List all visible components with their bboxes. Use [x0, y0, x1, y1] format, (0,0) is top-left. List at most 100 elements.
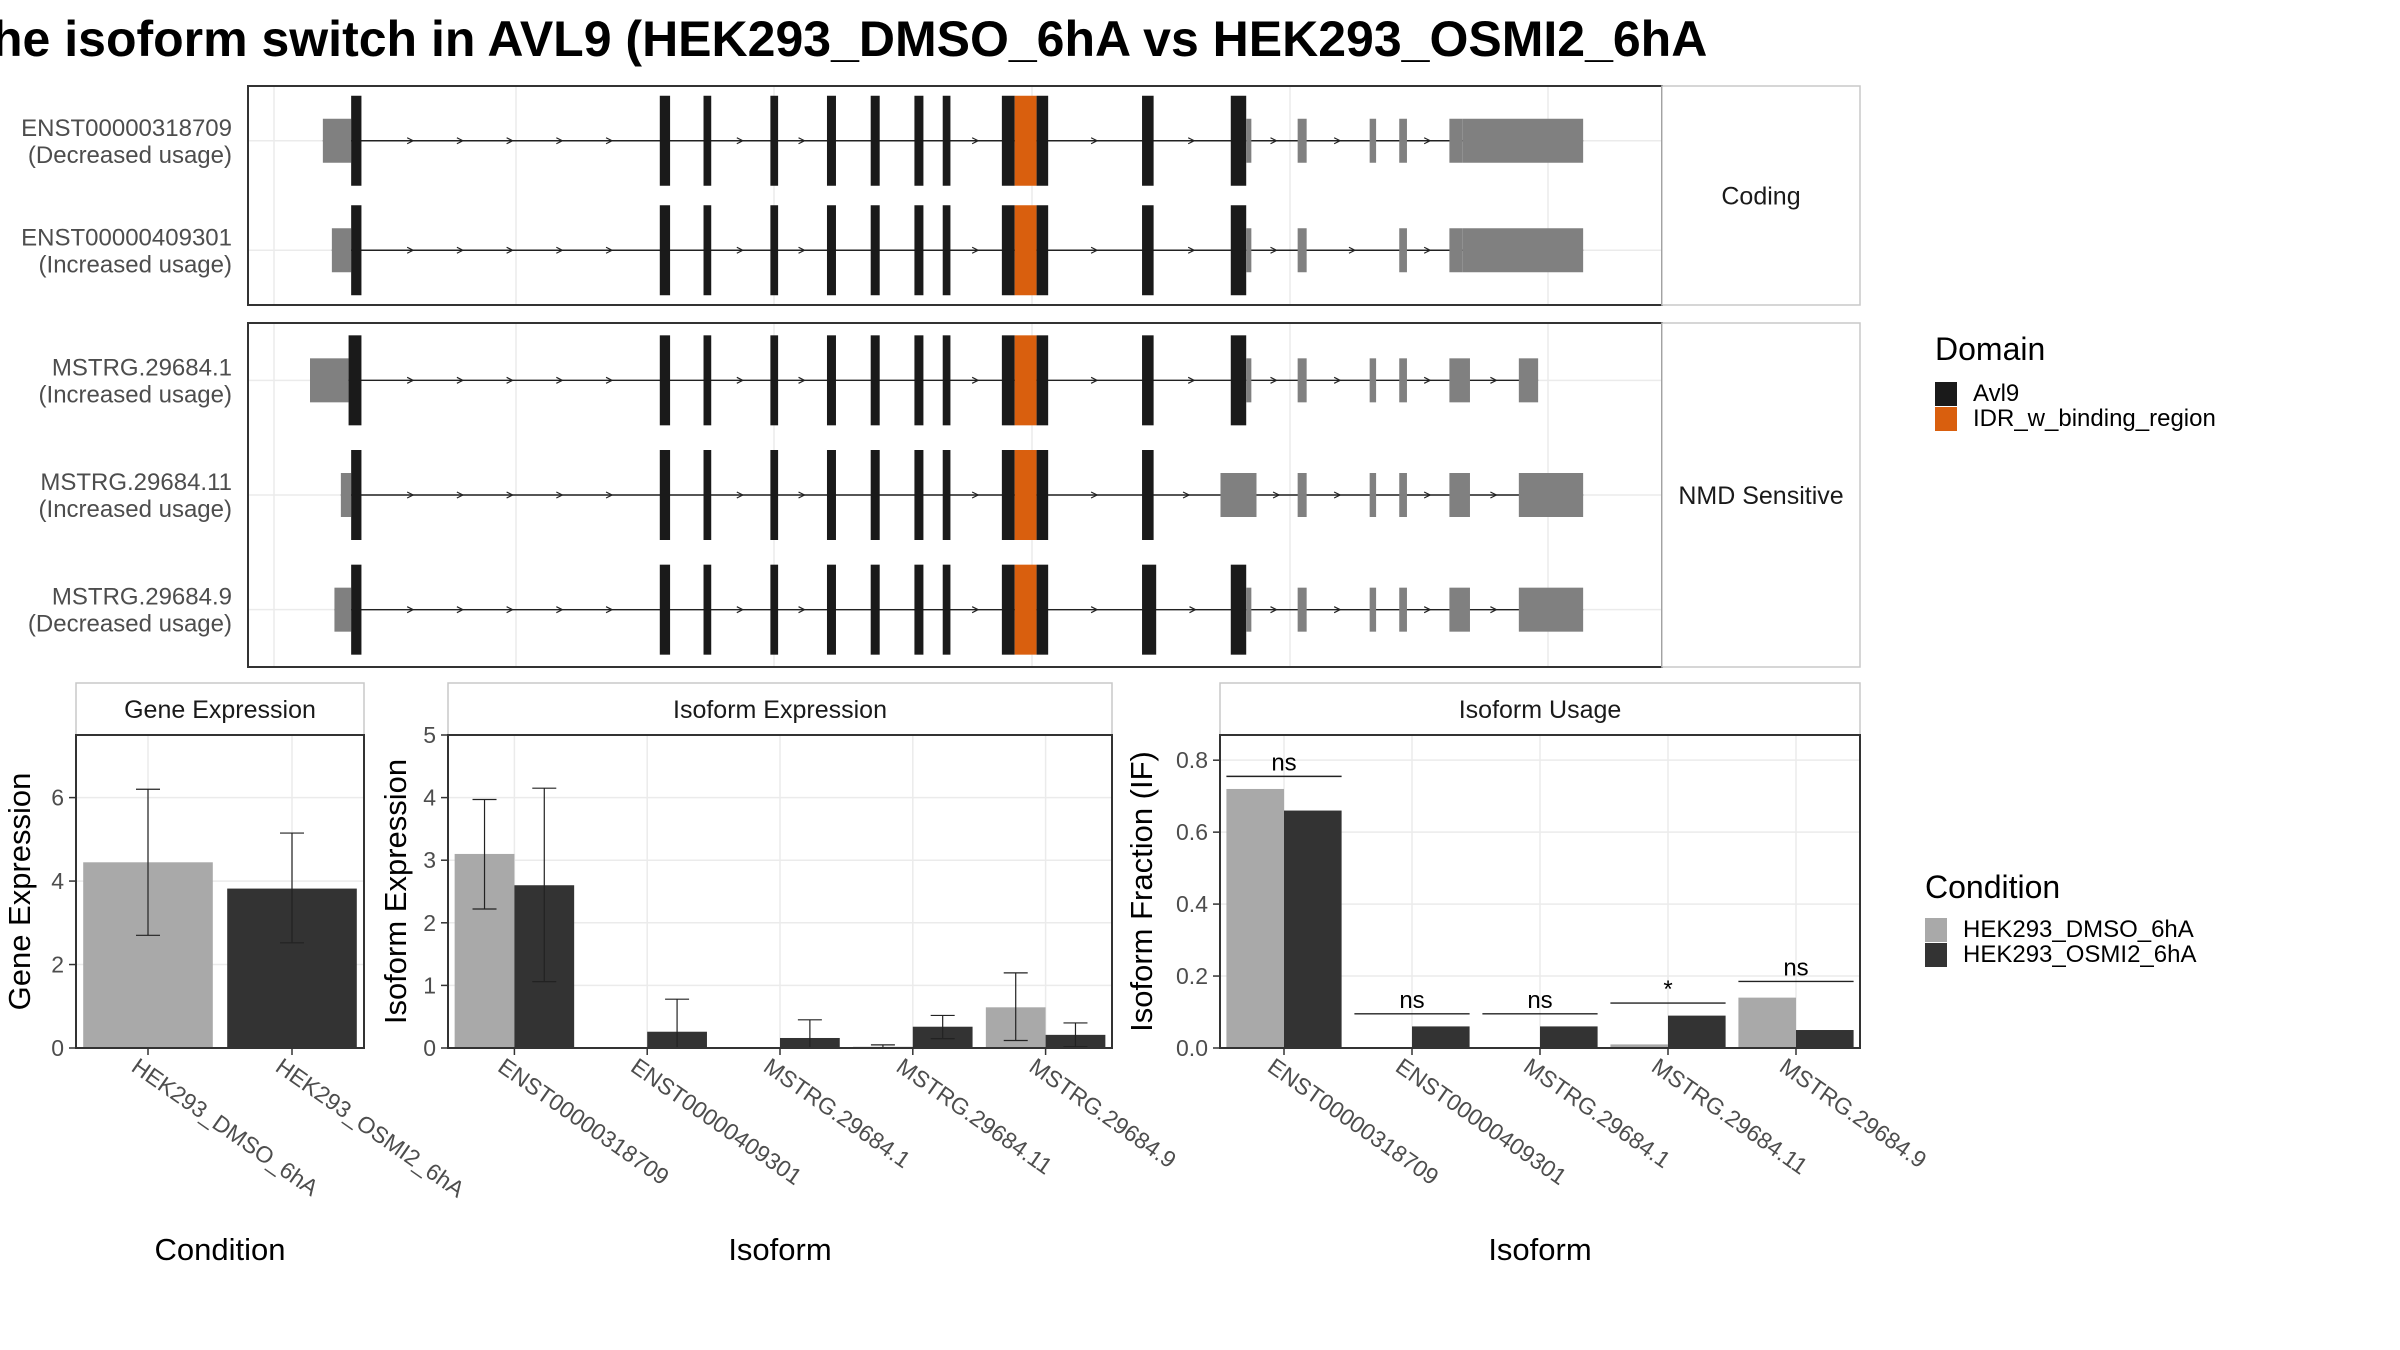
figure-title: he isoform switch in AVL9 (HEK293_DMSO_6… [0, 11, 1707, 67]
direction-chevron [406, 376, 415, 384]
direction-chevron [556, 246, 564, 254]
chart-strip [1219, 682, 1861, 736]
utr-exon [1369, 587, 1377, 632]
significance-label: ns [1527, 987, 1552, 1014]
y-tick-label: 3 [423, 847, 436, 873]
direction-chevron [1090, 606, 1099, 614]
structure-group-1: MSTRG.29684.1(Increased usage)MSTRG.2968… [28, 322, 1861, 668]
avl9-domain-exon [1001, 95, 1015, 186]
avl9-domain-exon [870, 335, 880, 426]
domain-legend-key [1935, 382, 1957, 406]
avl9-domain-exon [1036, 564, 1049, 655]
direction-chevron [798, 376, 806, 384]
avl9-domain-exon [942, 450, 951, 540]
avl9-domain-exon [914, 205, 924, 296]
avl9-domain-exon [703, 335, 712, 426]
direction-chevron [605, 246, 614, 254]
direction-chevron [456, 376, 465, 384]
avl9-domain-exon [348, 335, 362, 426]
chart-strip [447, 682, 1113, 736]
domain-legend-label: Avl9 [1973, 380, 2019, 407]
direction-chevron [1189, 606, 1197, 614]
avl9-domain-exon [703, 205, 712, 296]
direction-chevron [406, 246, 415, 254]
domain-legend-key [1935, 407, 1957, 431]
utr-exon [331, 228, 352, 273]
x-axis-title: Isoform [728, 1232, 831, 1267]
avl9-domain-exon [1036, 450, 1049, 540]
utr-exon [1518, 358, 1539, 403]
transcript-usage-note: (Increased usage) [39, 251, 232, 278]
direction-chevron [1423, 246, 1432, 254]
direction-chevron [971, 246, 980, 254]
direction-chevron [1348, 246, 1357, 254]
y-axis-title: Isoform Expression [378, 759, 413, 1024]
avl9-domain-exon [770, 95, 779, 186]
direction-chevron [1270, 246, 1278, 254]
transcript-id-label: MSTRG.29684.1 [52, 354, 232, 381]
facet-strip-label: Coding [1721, 183, 1800, 211]
utr-exon [1246, 228, 1252, 273]
structure-group-0: ENST00000318709(Decreased usage) ENST0000… [21, 85, 1861, 306]
utr-exon [1220, 473, 1257, 517]
direction-chevron [605, 376, 614, 384]
bar-HEK293_OSMI2_6hA-MSTRG.29684.1 [1540, 1026, 1598, 1048]
avl9-domain-exon [942, 95, 951, 186]
direction-chevron [1187, 376, 1196, 384]
direction-chevron [798, 491, 806, 499]
utr-exon [1297, 228, 1307, 273]
avl9-domain-exon [826, 335, 836, 426]
direction-chevron [971, 376, 980, 384]
direction-chevron [1423, 376, 1432, 384]
direction-chevron [1272, 491, 1281, 499]
transcript-ENST00000318709 [322, 95, 1584, 186]
direction-chevron [1090, 246, 1099, 254]
avl9-domain-exon [1036, 205, 1049, 296]
y-tick-label: 0.2 [1176, 963, 1208, 989]
utr-exon [1399, 228, 1407, 273]
direction-chevron [406, 137, 415, 145]
avl9-domain-exon [1001, 450, 1015, 540]
direction-chevron [1490, 491, 1498, 499]
direction-chevron [556, 606, 564, 614]
direction-chevron [1187, 246, 1196, 254]
utr-exon [1449, 473, 1470, 517]
avl9-domain-exon [770, 564, 779, 655]
utr-exon [322, 118, 352, 163]
y-tick-label: 0.8 [1176, 747, 1208, 773]
utr-exon [340, 473, 352, 517]
direction-chevron [736, 376, 745, 384]
y-tick-label: 4 [423, 785, 436, 811]
direction-chevron [406, 491, 415, 499]
avl9-domain-exon [703, 564, 712, 655]
direction-chevron [736, 491, 745, 499]
utr-exon [1246, 587, 1252, 632]
avl9-domain-exon [942, 335, 951, 426]
direction-chevron [1187, 137, 1196, 145]
utr-exon [1369, 473, 1377, 517]
transcript-id-label: MSTRG.29684.9 [52, 584, 232, 611]
chart-title: Gene Expression [124, 696, 316, 724]
avl9-domain-exon [1036, 95, 1049, 186]
avl9-domain-exon [351, 564, 362, 655]
idr-domain-exon [1014, 205, 1037, 296]
y-tick-label: 2 [423, 910, 436, 936]
direction-chevron [798, 606, 806, 614]
y-axis-title: Isoform Fraction (IF) [1124, 751, 1159, 1032]
utr-exon [1297, 587, 1307, 632]
avl9-domain-exon [914, 450, 924, 540]
direction-chevron [1333, 376, 1342, 384]
direction-chevron [605, 606, 614, 614]
utr-exon [334, 587, 352, 632]
direction-chevron [1333, 491, 1342, 499]
expression-charts: Gene Expression0246HEK293_DMSO_6hAHEK293… [2, 682, 1931, 1267]
transcript-MSTRG.29684.9 [334, 564, 1584, 655]
direction-chevron [556, 137, 564, 145]
avl9-domain-exon [703, 450, 712, 540]
direction-chevron [736, 606, 745, 614]
avl9-domain-exon [914, 335, 924, 426]
